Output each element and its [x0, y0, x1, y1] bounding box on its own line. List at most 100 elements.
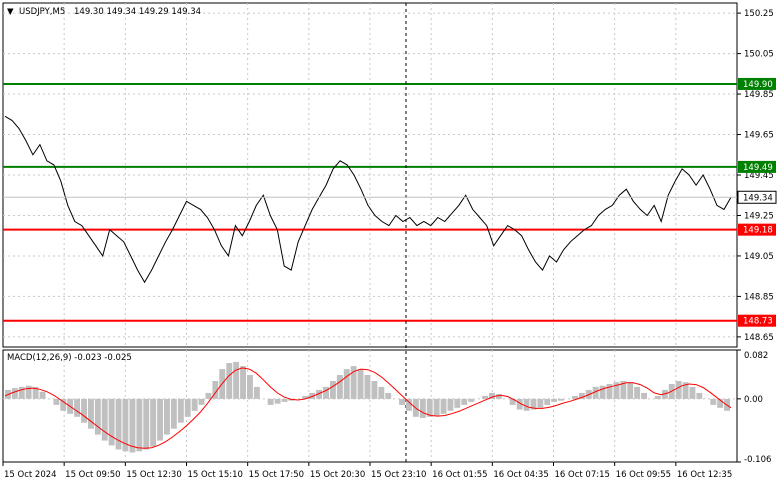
macd-bar — [710, 398, 717, 405]
macd-bar — [157, 398, 163, 441]
macd-bar — [509, 398, 516, 405]
macd-bar — [495, 394, 502, 399]
y-tick-label: 148.85 — [744, 292, 774, 302]
macd-bar — [129, 398, 136, 453]
macd-bar — [60, 398, 67, 411]
macd-bar — [309, 392, 316, 399]
macd-bar — [11, 388, 18, 399]
current-price-bg — [737, 190, 777, 204]
macd-bar — [184, 398, 191, 417]
macd-bar — [88, 398, 94, 429]
macd-bar — [613, 382, 620, 399]
macd-bar — [302, 395, 309, 399]
current-price-tag: 149.34 — [3, 190, 777, 204]
macd-bar — [717, 398, 724, 408]
macd-bar — [205, 392, 212, 399]
x-tick-label: 16 Oct 04:35 — [493, 470, 548, 480]
y-tick-label: 150.05 — [744, 50, 774, 60]
macd-bar — [634, 386, 641, 399]
level-tag-bg — [738, 160, 776, 173]
y-tick-label: 149.25 — [744, 211, 774, 221]
macd-bar — [136, 398, 143, 452]
x-tick-label: 15 Oct 12:30 — [126, 470, 181, 480]
x-tick-label: 16 Oct 07:15 — [555, 470, 610, 480]
macd-bar — [558, 398, 564, 401]
x-tick-label: 16 Oct 12:35 — [677, 470, 732, 480]
macd-bar — [468, 398, 475, 402]
macd-bar — [523, 398, 530, 411]
macd-bar — [419, 398, 426, 418]
macd-bar — [39, 391, 46, 399]
level-tag-bg — [738, 223, 776, 236]
macd-bar — [323, 386, 329, 399]
macd-bar — [489, 392, 495, 399]
macd-bar — [661, 389, 668, 399]
x-tick-label: 15 Oct 20:30 — [310, 470, 365, 480]
macd-bar — [371, 381, 378, 399]
level-tag-label: 148.73 — [743, 317, 773, 327]
macd-bar — [551, 398, 558, 402]
macd-bar — [385, 392, 392, 399]
symbol-header: USDJPY,M5 — [19, 7, 65, 17]
macd-bar — [426, 398, 433, 417]
macd-bar — [447, 398, 454, 411]
triangle-down-icon[interactable]: ▼ — [7, 7, 14, 17]
macd-bar — [620, 381, 627, 399]
macd-bar — [198, 398, 205, 405]
level-tag-bg — [738, 77, 776, 90]
macd-bar — [94, 398, 101, 435]
macd-bar — [516, 398, 523, 410]
macd-bar — [440, 398, 447, 414]
macd-bar — [25, 385, 32, 399]
macd-bar — [350, 366, 357, 399]
macd-bar — [281, 398, 288, 402]
macd-bar — [177, 398, 184, 423]
macd-bar — [364, 375, 371, 399]
macd-bar — [641, 392, 647, 399]
x-tick-label: 15 Oct 15:10 — [188, 470, 243, 480]
macd-bar — [267, 398, 274, 405]
macd-bar — [191, 398, 198, 411]
y-tick-label: 149.05 — [744, 252, 774, 262]
macd-bar — [357, 369, 364, 399]
macd-bar — [599, 385, 606, 399]
x-tick-label: 16 Oct 09:55 — [616, 470, 671, 480]
level-tags: 149.90 149.49 149.18 148.73 — [738, 77, 776, 327]
y-tick-label: 149.85 — [744, 90, 774, 100]
macd-bar — [682, 382, 689, 399]
level-tag-label: 149.18 — [743, 226, 773, 236]
macd-bar — [164, 398, 170, 435]
macd-tick-label: 0.00 — [744, 395, 763, 405]
macd-bar — [253, 386, 260, 399]
macd-bar — [592, 386, 599, 399]
macd-bar — [212, 381, 219, 399]
macd-bar — [316, 389, 322, 399]
macd-bar — [247, 375, 253, 399]
macd-bar — [108, 398, 115, 446]
y-tick-label: 149.45 — [744, 171, 774, 181]
current-price-label: 149.34 — [743, 193, 773, 203]
level-tag-bg — [738, 314, 776, 327]
macd-bar — [122, 398, 129, 452]
macd-bar — [461, 398, 468, 405]
macd-bar — [115, 398, 122, 450]
macd-bar — [53, 398, 60, 405]
macd-bar — [32, 386, 39, 399]
macd-bar — [240, 366, 246, 399]
macd-bar — [696, 392, 703, 399]
macd-bar — [274, 398, 281, 404]
macd-bar — [18, 386, 25, 399]
price-axis: 150.25150.05149.85149.65149.45149.25149.… — [737, 9, 774, 343]
level-tag-label: 149.49 — [743, 163, 773, 173]
x-tick-label: 15 Oct 2024 — [4, 470, 57, 480]
x-tick-label: 16 Oct 01:55 — [432, 470, 487, 480]
macd-tick-label: 0.082 — [744, 351, 768, 361]
macd-bar — [572, 395, 578, 399]
macd-bar — [399, 398, 405, 405]
macd-bar — [81, 398, 87, 423]
macd-bar — [530, 398, 537, 410]
macd-bar — [606, 384, 613, 399]
macd-bar — [330, 381, 336, 399]
macd-signal-line — [4, 367, 732, 449]
